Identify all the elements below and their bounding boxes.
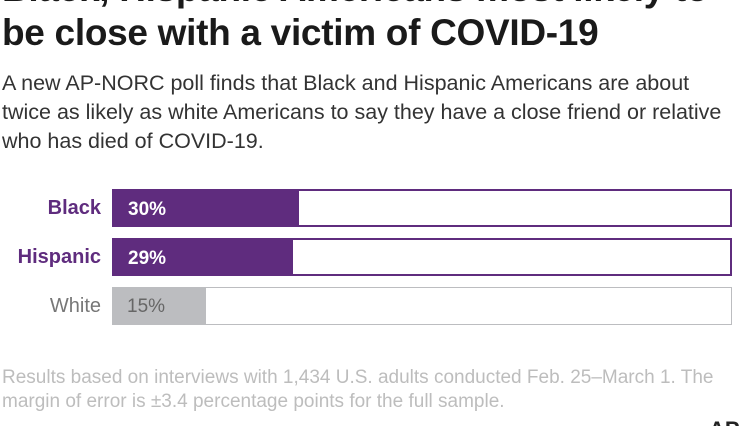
category-label-white: White (49, 295, 101, 317)
bar-row-white: White 15% (0, 284, 747, 328)
category-label-hispanic: Hispanic (17, 246, 101, 268)
bar-track-black: 30% (112, 189, 732, 227)
bar-track-hispanic: 29% (112, 238, 732, 276)
chart-footnote: Results based on interviews with 1,434 U… (2, 367, 714, 412)
value-label-hispanic: 29% (128, 248, 167, 269)
bar-white (113, 288, 206, 324)
bar-hispanic (114, 240, 293, 274)
bar-chart: Black 30% Hispanic 29% White 15% (0, 186, 747, 336)
bar-black (114, 191, 299, 225)
bar-row-hispanic: Hispanic 29% (0, 235, 747, 279)
value-label-white: 15% (127, 296, 166, 317)
bar-track-white: 15% (112, 287, 732, 325)
bar-row-black: Black 30% (0, 186, 747, 230)
value-label-black: 30% (128, 199, 167, 220)
chart-title: Black, Hispanic Americans most likely to… (2, 0, 709, 53)
ap-logo: AP (709, 418, 740, 426)
chart-subtitle: A new AP-NORC poll finds that Black and … (2, 71, 722, 153)
category-label-black: Black (47, 197, 101, 219)
